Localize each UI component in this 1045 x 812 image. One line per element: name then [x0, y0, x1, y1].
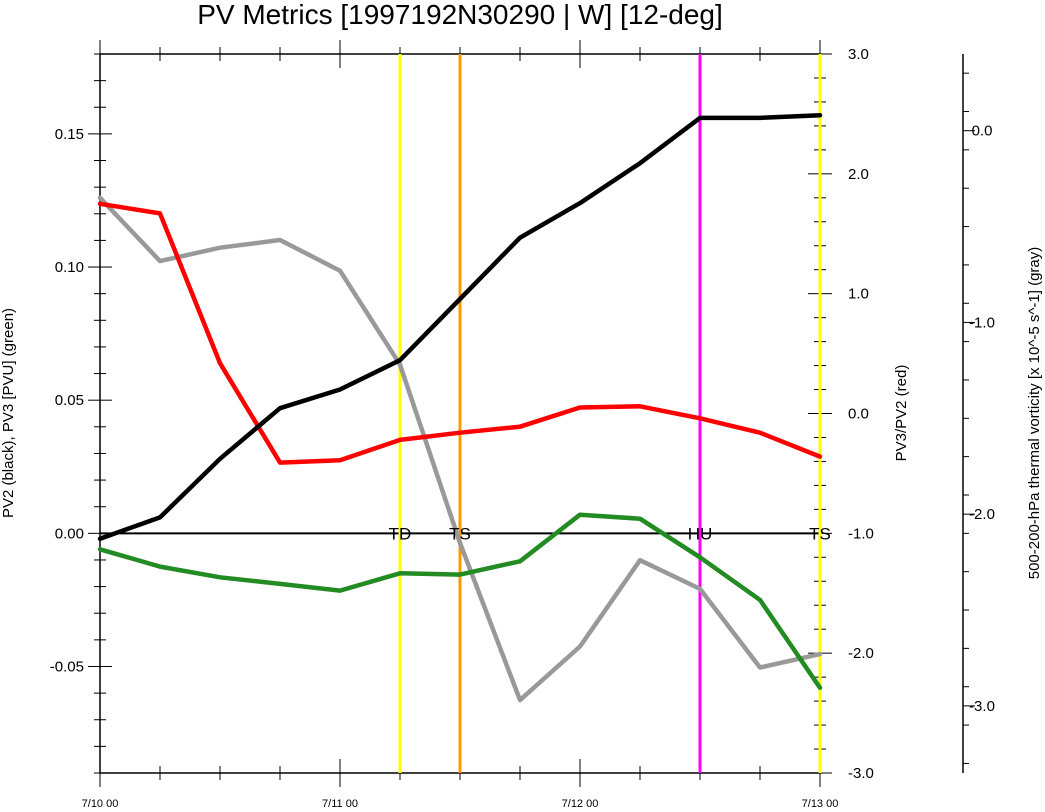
vorticity-tick-label: -3.0 [969, 698, 995, 715]
left-tick-label: 0.05 [55, 392, 84, 409]
right-axis-ticks: 3.0 2.0 1.0 0.0 -1.0 -2.0 -3.0 [808, 46, 874, 782]
thermal-vorticity-axis: 0.0 -1.0 -2.0 -3.0 [962, 54, 995, 773]
event-label: HU [688, 524, 713, 543]
thermal-vorticity-axis-label: 500-200-hPa thermal vorticity [x 10^-5 s… [1026, 247, 1043, 580]
right-tick-label: -3.0 [848, 765, 874, 782]
series-line-500-200-hpa-thermal-vorticity [97, 195, 823, 703]
event-label: TS [809, 524, 831, 543]
series-line-pv2 [97, 112, 823, 541]
x-tick-label: 7/11 00 [322, 798, 358, 810]
event-label: TD [389, 524, 412, 543]
right-tick-label: 3.0 [848, 46, 869, 63]
series-line-pv3-pv2 [97, 201, 823, 465]
vorticity-tick-label: -1.0 [969, 314, 995, 331]
right-tick-label: -2.0 [848, 645, 874, 662]
chart-title: PV Metrics [1997192N30290 | W] [12-deg] [197, 0, 723, 30]
right-axis-label: PV3/PV2 (red) [893, 365, 910, 462]
left-tick-label: -0.05 [50, 658, 84, 675]
x-axis-ticks: 7/10 00 7/11 00 7/12 00 7/13 00 [82, 40, 839, 810]
x-tick-label: 7/10 00 [82, 798, 119, 810]
event-label: TS [449, 524, 471, 543]
right-tick-label: 2.0 [848, 166, 869, 183]
event-labels: TD TS HU TS [389, 524, 831, 543]
right-tick-label: 0.0 [848, 406, 869, 423]
vorticity-tick-label: 0.0 [972, 123, 993, 140]
left-axis-ticks: 0.15 0.10 0.05 0.00 -0.05 [50, 53, 112, 774]
left-axis-label: PV2 (black), PV3 [PVU] (green) [0, 308, 17, 518]
x-tick-label: 7/12 00 [562, 798, 599, 810]
left-tick-label: 0.15 [55, 126, 84, 143]
vorticity-tick-label: -2.0 [969, 506, 995, 523]
series-line-pv3 [97, 512, 823, 691]
left-tick-label: 0.10 [55, 259, 84, 276]
series-lines [97, 112, 823, 703]
right-tick-label: 1.0 [848, 286, 869, 303]
right-tick-label: -1.0 [848, 525, 874, 542]
x-tick-label: 7/13 00 [802, 798, 839, 810]
left-tick-label: 0.00 [55, 525, 84, 542]
